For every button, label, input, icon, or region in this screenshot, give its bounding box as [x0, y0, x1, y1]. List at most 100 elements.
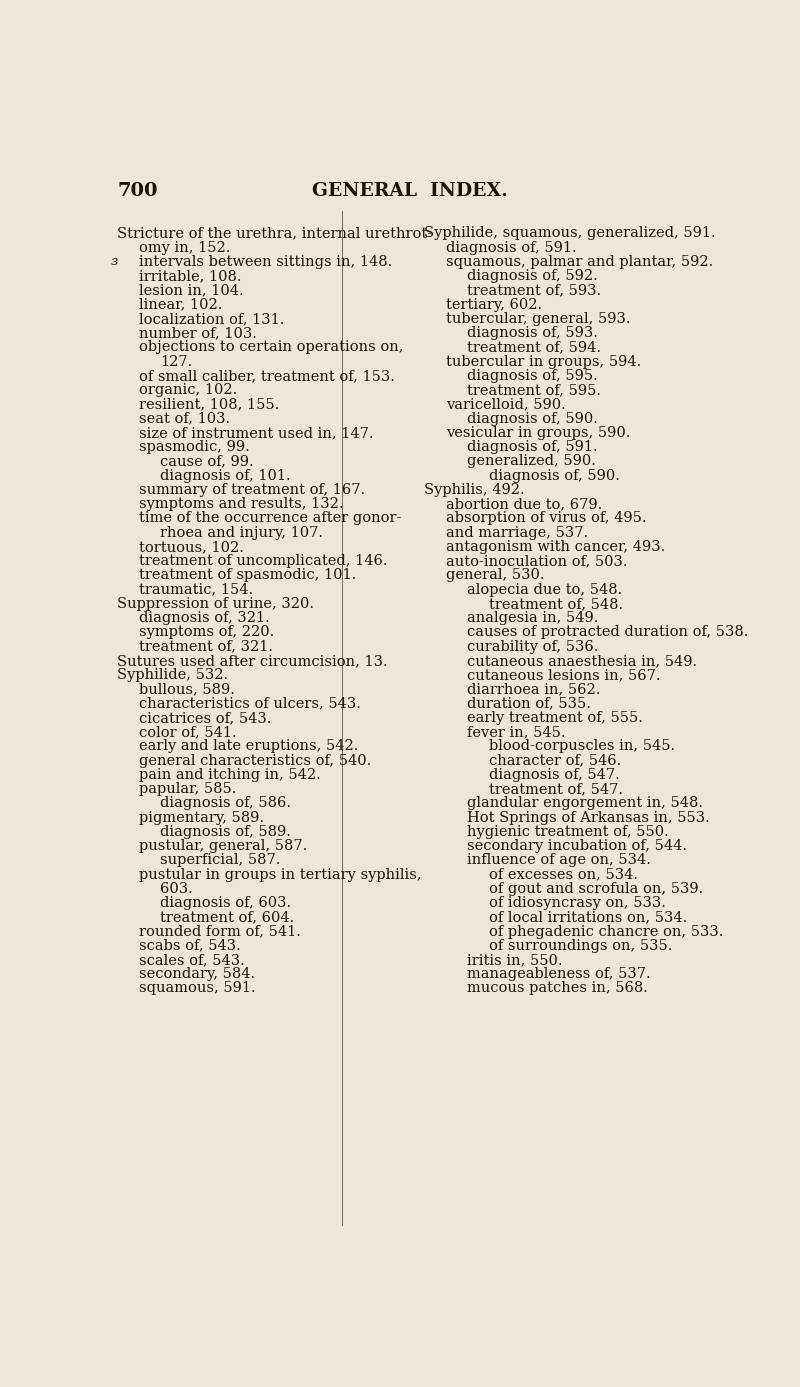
Text: Sutures used after circumcision, 13.: Sutures used after circumcision, 13. — [117, 653, 388, 669]
Text: resilient, 108, 155.: resilient, 108, 155. — [138, 398, 279, 412]
Text: diagnosis of, 547.: diagnosis of, 547. — [489, 768, 620, 782]
Text: cutaneous lesions in, 567.: cutaneous lesions in, 567. — [467, 669, 661, 682]
Text: mucous patches in, 568.: mucous patches in, 568. — [467, 982, 648, 996]
Text: diagnosis of, 603.: diagnosis of, 603. — [161, 896, 291, 910]
Text: bullous, 589.: bullous, 589. — [138, 682, 234, 696]
Text: papular, 585.: papular, 585. — [138, 782, 236, 796]
Text: diagnosis of, 590.: diagnosis of, 590. — [467, 412, 598, 426]
Text: pustular, general, 587.: pustular, general, 587. — [138, 839, 307, 853]
Text: influence of age on, 534.: influence of age on, 534. — [467, 853, 651, 867]
Text: auto-inoculation of, 503.: auto-inoculation of, 503. — [446, 555, 627, 569]
Text: Suppression of urine, 320.: Suppression of urine, 320. — [117, 596, 314, 610]
Text: abortion due to, 679.: abortion due to, 679. — [446, 497, 602, 512]
Text: traumatic, 154.: traumatic, 154. — [138, 583, 253, 596]
Text: summary of treatment of, 167.: summary of treatment of, 167. — [138, 483, 365, 497]
Text: з: з — [111, 255, 118, 268]
Text: cicatrices of, 543.: cicatrices of, 543. — [138, 710, 271, 725]
Text: general characteristics of, 540.: general characteristics of, 540. — [138, 753, 371, 767]
Text: cause of, 99.: cause of, 99. — [161, 455, 254, 469]
Text: diagnosis of, 595.: diagnosis of, 595. — [467, 369, 598, 383]
Text: diarrhoea in, 562.: diarrhoea in, 562. — [467, 682, 601, 696]
Text: fever in, 545.: fever in, 545. — [467, 725, 566, 739]
Text: Syphilide, squamous, generalized, 591.: Syphilide, squamous, generalized, 591. — [424, 226, 715, 240]
Text: early treatment of, 555.: early treatment of, 555. — [467, 710, 643, 725]
Text: blood-corpuscles in, 545.: blood-corpuscles in, 545. — [489, 739, 675, 753]
Text: tubercular, general, 593.: tubercular, general, 593. — [446, 312, 630, 326]
Text: characteristics of ulcers, 543.: characteristics of ulcers, 543. — [138, 696, 361, 710]
Text: diagnosis of, 592.: diagnosis of, 592. — [467, 269, 598, 283]
Text: secondary incubation of, 544.: secondary incubation of, 544. — [467, 839, 687, 853]
Text: Hot Springs of Arkansas in, 553.: Hot Springs of Arkansas in, 553. — [467, 810, 710, 824]
Text: superficial, 587.: superficial, 587. — [161, 853, 281, 867]
Text: and marriage, 537.: and marriage, 537. — [446, 526, 588, 540]
Text: manageableness of, 537.: manageableness of, 537. — [467, 967, 651, 981]
Text: hygienic treatment of, 550.: hygienic treatment of, 550. — [467, 825, 669, 839]
Text: size of instrument used in, 147.: size of instrument used in, 147. — [138, 426, 374, 440]
Text: of small caliber, treatment of, 153.: of small caliber, treatment of, 153. — [138, 369, 394, 383]
Text: 127.: 127. — [161, 355, 193, 369]
Text: pustular in groups in tertiary syphilis,: pustular in groups in tertiary syphilis, — [138, 867, 422, 882]
Text: general, 530.: general, 530. — [446, 569, 544, 583]
Text: analgesia in, 549.: analgesia in, 549. — [467, 612, 598, 626]
Text: pain and itching in, 542.: pain and itching in, 542. — [138, 768, 321, 782]
Text: of excesses on, 534.: of excesses on, 534. — [489, 867, 638, 882]
Text: diagnosis of, 593.: diagnosis of, 593. — [467, 326, 598, 340]
Text: diagnosis of, 590.: diagnosis of, 590. — [489, 469, 620, 483]
Text: of local irritations on, 534.: of local irritations on, 534. — [489, 910, 687, 924]
Text: tubercular in groups, 594.: tubercular in groups, 594. — [446, 355, 641, 369]
Text: Syphilide, 532.: Syphilide, 532. — [117, 669, 228, 682]
Text: vesicular in groups, 590.: vesicular in groups, 590. — [446, 426, 630, 440]
Text: alopecia due to, 548.: alopecia due to, 548. — [467, 583, 622, 596]
Text: rounded form of, 541.: rounded form of, 541. — [138, 925, 301, 939]
Text: omy in, 152.: omy in, 152. — [138, 241, 230, 255]
Text: number of, 103.: number of, 103. — [138, 326, 257, 340]
Text: spasmodic, 99.: spasmodic, 99. — [138, 440, 250, 454]
Text: generalized, 590.: generalized, 590. — [467, 455, 596, 469]
Text: character of, 546.: character of, 546. — [489, 753, 622, 767]
Text: iritis in, 550.: iritis in, 550. — [467, 953, 563, 967]
Text: intervals between sittings in, 148.: intervals between sittings in, 148. — [138, 255, 392, 269]
Text: rhoea and injury, 107.: rhoea and injury, 107. — [161, 526, 323, 540]
Text: treatment of, 604.: treatment of, 604. — [161, 910, 294, 924]
Text: diagnosis of, 591.: diagnosis of, 591. — [467, 440, 598, 454]
Text: glandular engorgement in, 548.: glandular engorgement in, 548. — [467, 796, 703, 810]
Text: absorption of virus of, 495.: absorption of virus of, 495. — [446, 512, 646, 526]
Text: pigmentary, 589.: pigmentary, 589. — [138, 810, 264, 824]
Text: tertiary, 602.: tertiary, 602. — [446, 298, 542, 312]
Text: 700: 700 — [117, 182, 158, 200]
Text: treatment of spasmodic, 101.: treatment of spasmodic, 101. — [138, 569, 356, 583]
Text: localization of, 131.: localization of, 131. — [138, 312, 284, 326]
Text: treatment of, 595.: treatment of, 595. — [467, 383, 602, 397]
Text: objections to certain operations on,: objections to certain operations on, — [138, 340, 403, 355]
Text: time of the occurrence after gonor-: time of the occurrence after gonor- — [138, 512, 401, 526]
Text: lesion in, 104.: lesion in, 104. — [138, 283, 243, 297]
Text: symptoms of, 220.: symptoms of, 220. — [138, 626, 274, 639]
Text: of gout and scrofula on, 539.: of gout and scrofula on, 539. — [489, 882, 703, 896]
Text: diagnosis of, 586.: diagnosis of, 586. — [161, 796, 291, 810]
Text: diagnosis of, 321.: diagnosis of, 321. — [138, 612, 270, 626]
Text: color of, 541.: color of, 541. — [138, 725, 236, 739]
Text: treatment of, 548.: treatment of, 548. — [489, 596, 623, 610]
Text: 603.: 603. — [161, 882, 194, 896]
Text: treatment of uncomplicated, 146.: treatment of uncomplicated, 146. — [138, 555, 387, 569]
Text: diagnosis of, 101.: diagnosis of, 101. — [161, 469, 291, 483]
Text: of surroundings on, 535.: of surroundings on, 535. — [489, 939, 673, 953]
Text: secondary, 584.: secondary, 584. — [138, 967, 255, 981]
Text: squamous, palmar and plantar, 592.: squamous, palmar and plantar, 592. — [446, 255, 713, 269]
Text: antagonism with cancer, 493.: antagonism with cancer, 493. — [446, 540, 665, 553]
Text: of phegadenic chancre on, 533.: of phegadenic chancre on, 533. — [489, 925, 723, 939]
Text: cutaneous anaesthesia in, 549.: cutaneous anaesthesia in, 549. — [467, 653, 698, 669]
Text: tortuous, 102.: tortuous, 102. — [138, 540, 244, 553]
Text: treatment of, 593.: treatment of, 593. — [467, 283, 602, 297]
Text: scabs of, 543.: scabs of, 543. — [138, 939, 241, 953]
Text: duration of, 535.: duration of, 535. — [467, 696, 591, 710]
Text: treatment of, 594.: treatment of, 594. — [467, 340, 602, 355]
Text: Syphilis, 492.: Syphilis, 492. — [424, 483, 525, 497]
Text: scales of, 543.: scales of, 543. — [138, 953, 245, 967]
Text: curability of, 536.: curability of, 536. — [467, 639, 598, 653]
Text: diagnosis of, 591.: diagnosis of, 591. — [446, 241, 576, 255]
Text: varicelloid, 590.: varicelloid, 590. — [446, 398, 566, 412]
Text: of idiosyncrasy on, 533.: of idiosyncrasy on, 533. — [489, 896, 666, 910]
Text: irritable, 108.: irritable, 108. — [138, 269, 242, 283]
Text: causes of protracted duration of, 538.: causes of protracted duration of, 538. — [467, 626, 749, 639]
